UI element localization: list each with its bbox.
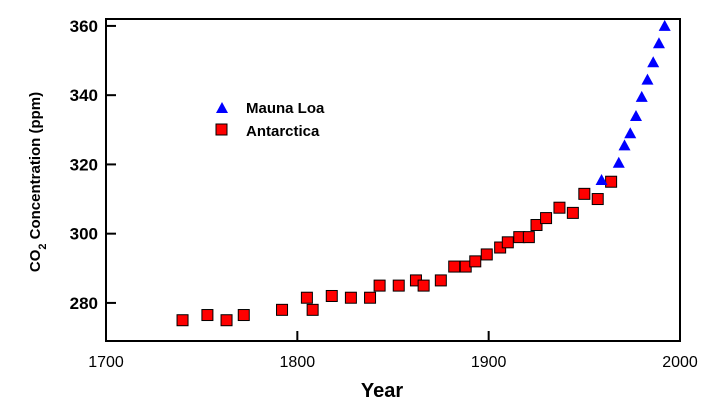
x-tick-label: 1700 <box>88 354 124 371</box>
mauna-loa-point <box>624 127 637 139</box>
y-axis-label-subscript: 2 <box>37 244 49 250</box>
y-axis: 280 300 320 340 360 <box>70 17 116 313</box>
mauna-loa-point <box>652 37 665 49</box>
y-axis-label: CO2 Concentration (ppm) <box>27 92 49 272</box>
x-axis-label: Year <box>361 380 403 402</box>
antarctica-point <box>553 201 566 214</box>
mauna-loa-point <box>647 56 660 68</box>
antarctica-point <box>201 309 214 322</box>
y-tick-label: 280 <box>70 294 98 313</box>
plot-frame <box>105 18 681 342</box>
y-tick-label: 320 <box>70 155 98 174</box>
legend-label-mauna-loa: Mauna Loa <box>246 100 325 117</box>
antarctica-point <box>591 193 604 206</box>
legend-label-antarctica: Antarctica <box>246 123 320 140</box>
mauna-loa-point <box>629 109 642 121</box>
antarctica-point <box>522 231 535 244</box>
antarctica-point <box>566 206 579 219</box>
mauna-loa-point <box>641 73 654 85</box>
antarctica-point <box>237 309 250 322</box>
y-axis-label-rest: Concentration (ppm) <box>27 92 44 244</box>
antarctica-point <box>540 212 553 225</box>
antarctica-point <box>176 314 189 327</box>
antarctica-point <box>392 279 405 292</box>
y-tick-label: 300 <box>70 225 98 244</box>
y-tick-label: 340 <box>70 86 98 105</box>
legend-square-marker <box>215 123 228 136</box>
antarctica-point <box>480 248 493 261</box>
data-marks <box>176 19 671 327</box>
antarctica-point <box>220 314 233 327</box>
mauna-loa-point <box>618 139 631 151</box>
y-axis-label-main: CO <box>27 249 44 272</box>
antarctica-point <box>469 255 482 268</box>
x-tick-label: 1800 <box>280 354 316 371</box>
antarctica-point <box>373 279 386 292</box>
antarctica-point <box>364 291 377 304</box>
antarctica-point <box>501 236 514 249</box>
antarctica-point <box>300 291 313 304</box>
y-tick-label: 360 <box>70 17 98 36</box>
antarctica-point <box>325 289 338 302</box>
antarctica-point <box>306 303 319 316</box>
mauna-loa-point <box>658 19 671 31</box>
antarctica-point <box>434 274 447 287</box>
antarctica-point <box>530 219 543 232</box>
x-tick-label: 2000 <box>662 354 698 371</box>
antarctica-point <box>344 291 357 304</box>
antarctica-point <box>276 303 289 316</box>
antarctica-point <box>417 279 430 292</box>
mauna-loa-point <box>635 90 648 102</box>
mauna-loa-point <box>612 156 625 168</box>
legend: Mauna Loa Antarctica <box>215 100 325 140</box>
x-tick-label: 1900 <box>471 354 507 371</box>
legend-triangle-marker <box>216 102 228 113</box>
x-axis: 1700 1800 1900 2000 <box>88 331 698 371</box>
antarctica-point <box>448 260 461 273</box>
antarctica-point <box>605 175 618 188</box>
mauna-loa-point <box>595 174 608 185</box>
antarctica-point <box>578 187 591 200</box>
